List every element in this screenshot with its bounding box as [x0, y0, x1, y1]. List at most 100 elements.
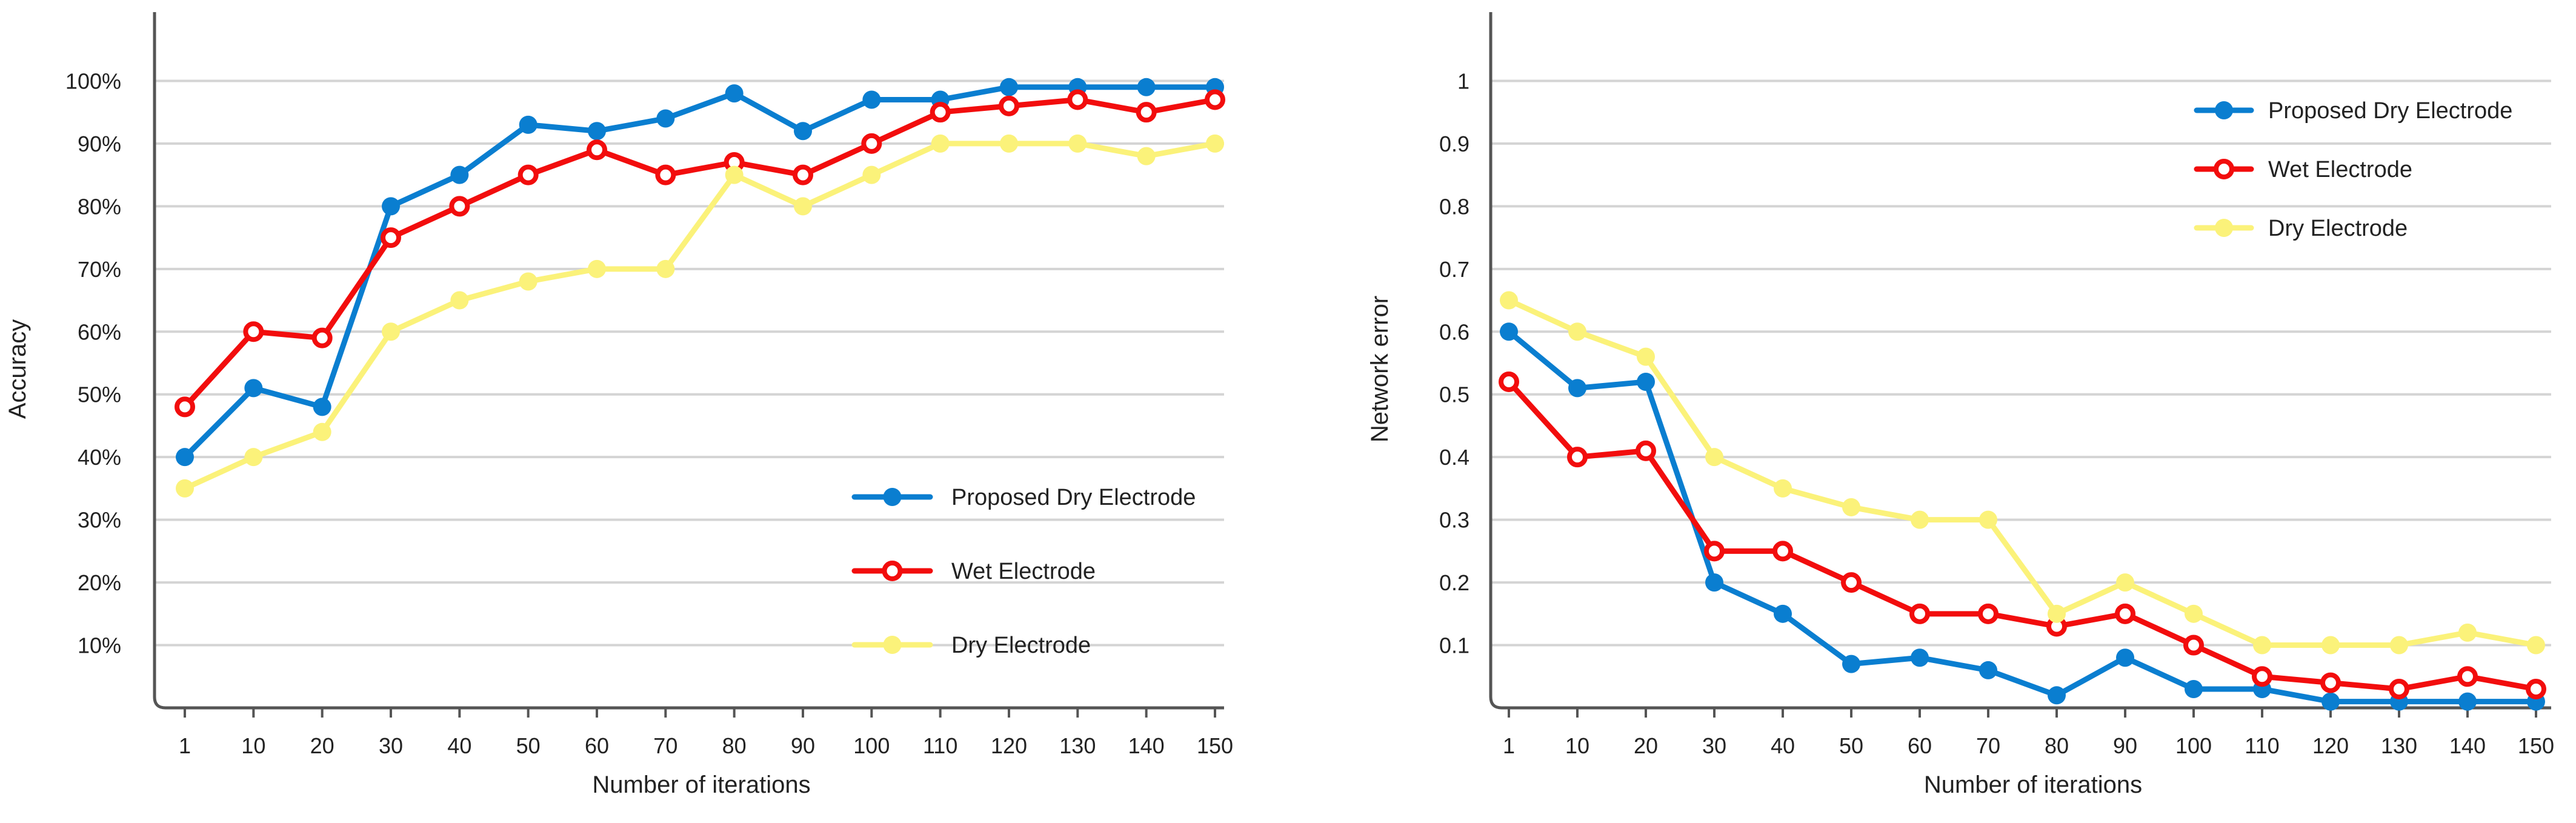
accuracy-point-proposed-dry-electrode [794, 122, 812, 141]
network-error-ytick-label: 0.1 [1439, 633, 1469, 658]
network-error-point-dry-electrode [2458, 623, 2477, 642]
accuracy-xtick-label: 140 [1128, 733, 1165, 758]
network-error-point-wet-electrode [2252, 666, 2272, 687]
accuracy-legend-marker-wet-electrode [882, 561, 903, 581]
accuracy-point-proposed-dry-electrode [244, 379, 263, 398]
network-error-point-wet-electrode [2526, 678, 2546, 699]
accuracy-point-wet-electrode [1205, 89, 1225, 110]
network-error-xtick-label: 140 [2449, 733, 2486, 758]
accuracy-point-wet-electrode [518, 164, 539, 185]
network-error-point-dry-electrode [1774, 479, 1792, 498]
accuracy-point-dry-electrode [725, 165, 744, 184]
network-error-point-proposed-dry-electrode [2458, 692, 2477, 711]
network-error-point-dry-electrode [1500, 291, 1518, 310]
network-error-y-axis-title: Network error [1366, 296, 1393, 442]
network-error-point-wet-electrode [2115, 603, 2135, 624]
network-error-point-dry-electrode [2185, 604, 2203, 623]
network-error-point-wet-electrode [1567, 447, 1588, 468]
accuracy-xtick-label: 10 [241, 733, 265, 758]
network-error-xtick-label: 10 [1565, 733, 1589, 758]
network-error-ytick-label: 0.4 [1439, 445, 1469, 470]
network-error-axes [1489, 12, 2551, 710]
network-error-point-dry-electrode [1705, 448, 1723, 467]
network-error-legend-label-proposed-dry-electrode: Proposed Dry Electrode [2268, 98, 2512, 124]
accuracy-ytick-label: 70% [78, 257, 121, 282]
accuracy-xtick-label: 80 [722, 733, 747, 758]
accuracy-point-wet-electrode [793, 164, 813, 185]
accuracy-point-proposed-dry-electrode [382, 197, 400, 216]
network-error-point-proposed-dry-electrode [2321, 692, 2340, 711]
accuracy-point-proposed-dry-electrode [656, 109, 675, 128]
network-error-xtick-label: 60 [1908, 733, 1932, 758]
network-error-xtick-label: 50 [1839, 733, 1863, 758]
network-error-point-proposed-dry-electrode [1911, 648, 1929, 667]
network-error-legend-marker-proposed-dry-electrode [2215, 101, 2233, 119]
accuracy-point-wet-electrode [311, 327, 333, 348]
accuracy-point-dry-electrode [1137, 147, 1156, 165]
accuracy-point-wet-electrode [861, 133, 882, 154]
network-error-point-wet-electrode [1704, 541, 1725, 562]
accuracy-xtick-label: 50 [516, 733, 541, 758]
accuracy-series-line-proposed-dry-electrode [182, 84, 1218, 460]
network-error-xtick-label: 80 [2045, 733, 2069, 758]
accuracy-point-wet-electrode [999, 95, 1019, 116]
accuracy-legend-marker-proposed-dry-electrode [883, 488, 902, 506]
accuracy-xtick-label: 110 [923, 733, 957, 758]
network-error-point-dry-electrode [1979, 510, 1997, 529]
accuracy-point-dry-electrode [1000, 134, 1018, 153]
accuracy-point-proposed-dry-electrode [588, 122, 606, 141]
accuracy-xtick-label: 150 [1197, 733, 1233, 758]
accuracy-point-wet-electrode [175, 396, 195, 418]
accuracy-ytick-label: 100% [65, 68, 121, 93]
network-error-series-line-dry-electrode [1506, 298, 2539, 648]
network-error-xtick-label: 90 [2113, 733, 2137, 758]
network-error-xtick-label: 110 [2245, 733, 2279, 758]
accuracy-xtick-label: 120 [991, 733, 1027, 758]
network-error-ytick-label: 0.8 [1439, 194, 1469, 219]
network-error-point-proposed-dry-electrode [1500, 322, 1518, 341]
accuracy-point-dry-electrode [1206, 134, 1224, 153]
accuracy-ytick-label: 90% [78, 132, 121, 156]
network-error-point-proposed-dry-electrode [2185, 679, 2203, 698]
network-error-point-dry-electrode [1911, 510, 1929, 529]
accuracy-point-proposed-dry-electrode [862, 90, 881, 109]
accuracy-point-wet-electrode [655, 164, 676, 185]
accuracy-point-dry-electrode [450, 291, 469, 310]
accuracy-ytick-label: 50% [78, 382, 121, 407]
accuracy-point-wet-electrode [1136, 102, 1157, 123]
network-error-xtick-label: 150 [2518, 733, 2554, 758]
accuracy-x-axis-title: Number of iterations [592, 771, 810, 798]
network-error-chart: 0.1 0.2 0.3 0.4 0.5 0.6 0.7 0.8 0.9 1 1 10 20 30 40 50 6… [1333, 0, 2576, 820]
network-error-point-wet-electrode [1978, 603, 1999, 624]
network-error-ytick-label: 0.2 [1439, 570, 1469, 595]
accuracy-xtick-label: 90 [791, 733, 815, 758]
accuracy-point-proposed-dry-electrode [1000, 78, 1018, 96]
accuracy-point-dry-electrode [1068, 134, 1087, 153]
accuracy-point-dry-electrode [382, 322, 400, 341]
network-error-point-proposed-dry-electrode [2048, 686, 2066, 705]
network-error-series-line-wet-electrode [1506, 379, 2539, 692]
network-error-xtick-label: 120 [2312, 733, 2349, 758]
network-error-xtick-label: 70 [1976, 733, 2000, 758]
accuracy-ytick-label: 60% [78, 319, 121, 344]
accuracy-legend-label-proposed-dry-electrode: Proposed Dry Electrode [951, 485, 1196, 510]
network-error-point-wet-electrode [2457, 666, 2478, 687]
accuracy-legend-label-wet-electrode: Wet Electrode [951, 559, 1096, 584]
network-error-point-proposed-dry-electrode [1979, 661, 1997, 679]
accuracy-point-dry-electrode [656, 259, 675, 278]
accuracy-point-dry-electrode [244, 448, 263, 467]
network-error-point-dry-electrode [1842, 498, 1860, 516]
network-error-series-line-proposed-dry-electrode [1506, 328, 2539, 705]
network-error-point-dry-electrode [2527, 636, 2545, 655]
accuracy-xtick-label: 70 [653, 733, 677, 758]
accuracy-point-proposed-dry-electrode [176, 448, 194, 467]
accuracy-point-dry-electrode [862, 165, 881, 184]
network-error-point-proposed-dry-electrode [1637, 373, 1655, 392]
network-error-legend-label-dry-electrode: Dry Electrode [2268, 216, 2408, 241]
accuracy-xtick-label: 30 [379, 733, 403, 758]
network-error-point-wet-electrode [2389, 678, 2409, 699]
accuracy-point-wet-electrode [587, 139, 607, 161]
accuracy-point-wet-electrode [930, 102, 951, 123]
network-error-ytick-label: 0.5 [1439, 382, 1469, 407]
accuracy-xtick-label: 100 [853, 733, 890, 758]
